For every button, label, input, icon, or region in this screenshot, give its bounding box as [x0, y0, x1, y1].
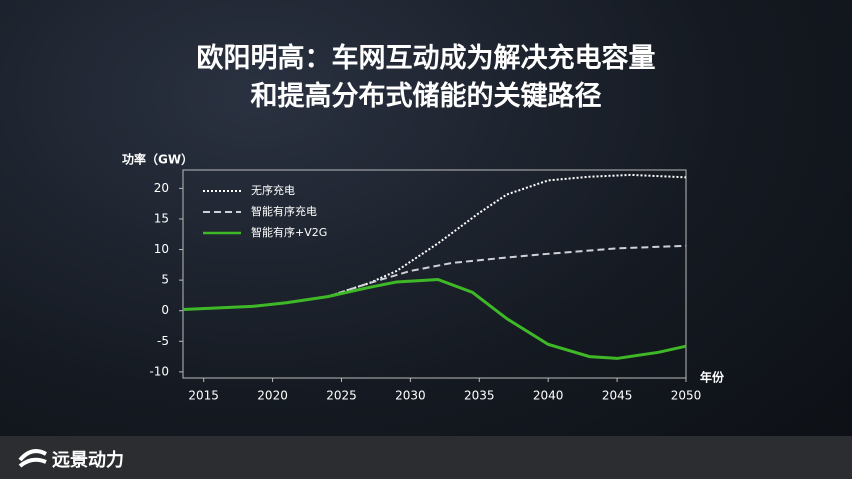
chart: 功率（GW） 年份 -10 -5 0 5 10 15 20 2015 2020 2025 2030 2… [122, 152, 725, 403]
y-tick-label: 15 [154, 211, 169, 225]
x-tick-label: 2015 [188, 389, 219, 403]
footer: 远景动力 [0, 436, 852, 479]
x-tick-label: 2020 [257, 389, 288, 403]
title: 欧阳明高：车网互动成为解决充电容量 和提高分布式储能的关键路径 [0, 40, 852, 116]
x-tick-label: 2030 [395, 389, 426, 403]
legend-label: 智能有序+V2G [251, 225, 327, 239]
logo-text: 远景动力 [52, 450, 124, 471]
legend-label: 无序充电 [251, 183, 295, 197]
title-line: 欧阳明高：车网互动成为解决充电容量 [196, 43, 656, 74]
series-line [327, 244, 687, 298]
y-tick-label: 0 [161, 303, 169, 317]
x-tick-label: 2045 [602, 389, 633, 403]
x-tick-label: 2040 [533, 389, 564, 403]
x-tick-label: 2025 [326, 389, 357, 403]
legend-label: 智能有序充电 [251, 204, 317, 218]
series-line [327, 173, 687, 298]
x-axis-label: 年份 [700, 370, 725, 385]
plot-frame [182, 169, 687, 379]
y-axis-label: 功率（GW） [122, 152, 193, 167]
x-tick-label: 2050 [671, 389, 702, 403]
y-tick-label: 5 [161, 273, 169, 287]
y-tick-label: -5 [157, 334, 169, 348]
title-line: 和提高分布式储能的关键路径 [250, 81, 602, 112]
y-tick-label: 10 [154, 242, 169, 256]
x-tick-label: 2035 [464, 389, 495, 403]
y-tick-label: 20 [154, 181, 169, 195]
y-tick-label: -10 [149, 364, 169, 378]
logo-icon [18, 449, 47, 468]
series-line [182, 277, 687, 360]
